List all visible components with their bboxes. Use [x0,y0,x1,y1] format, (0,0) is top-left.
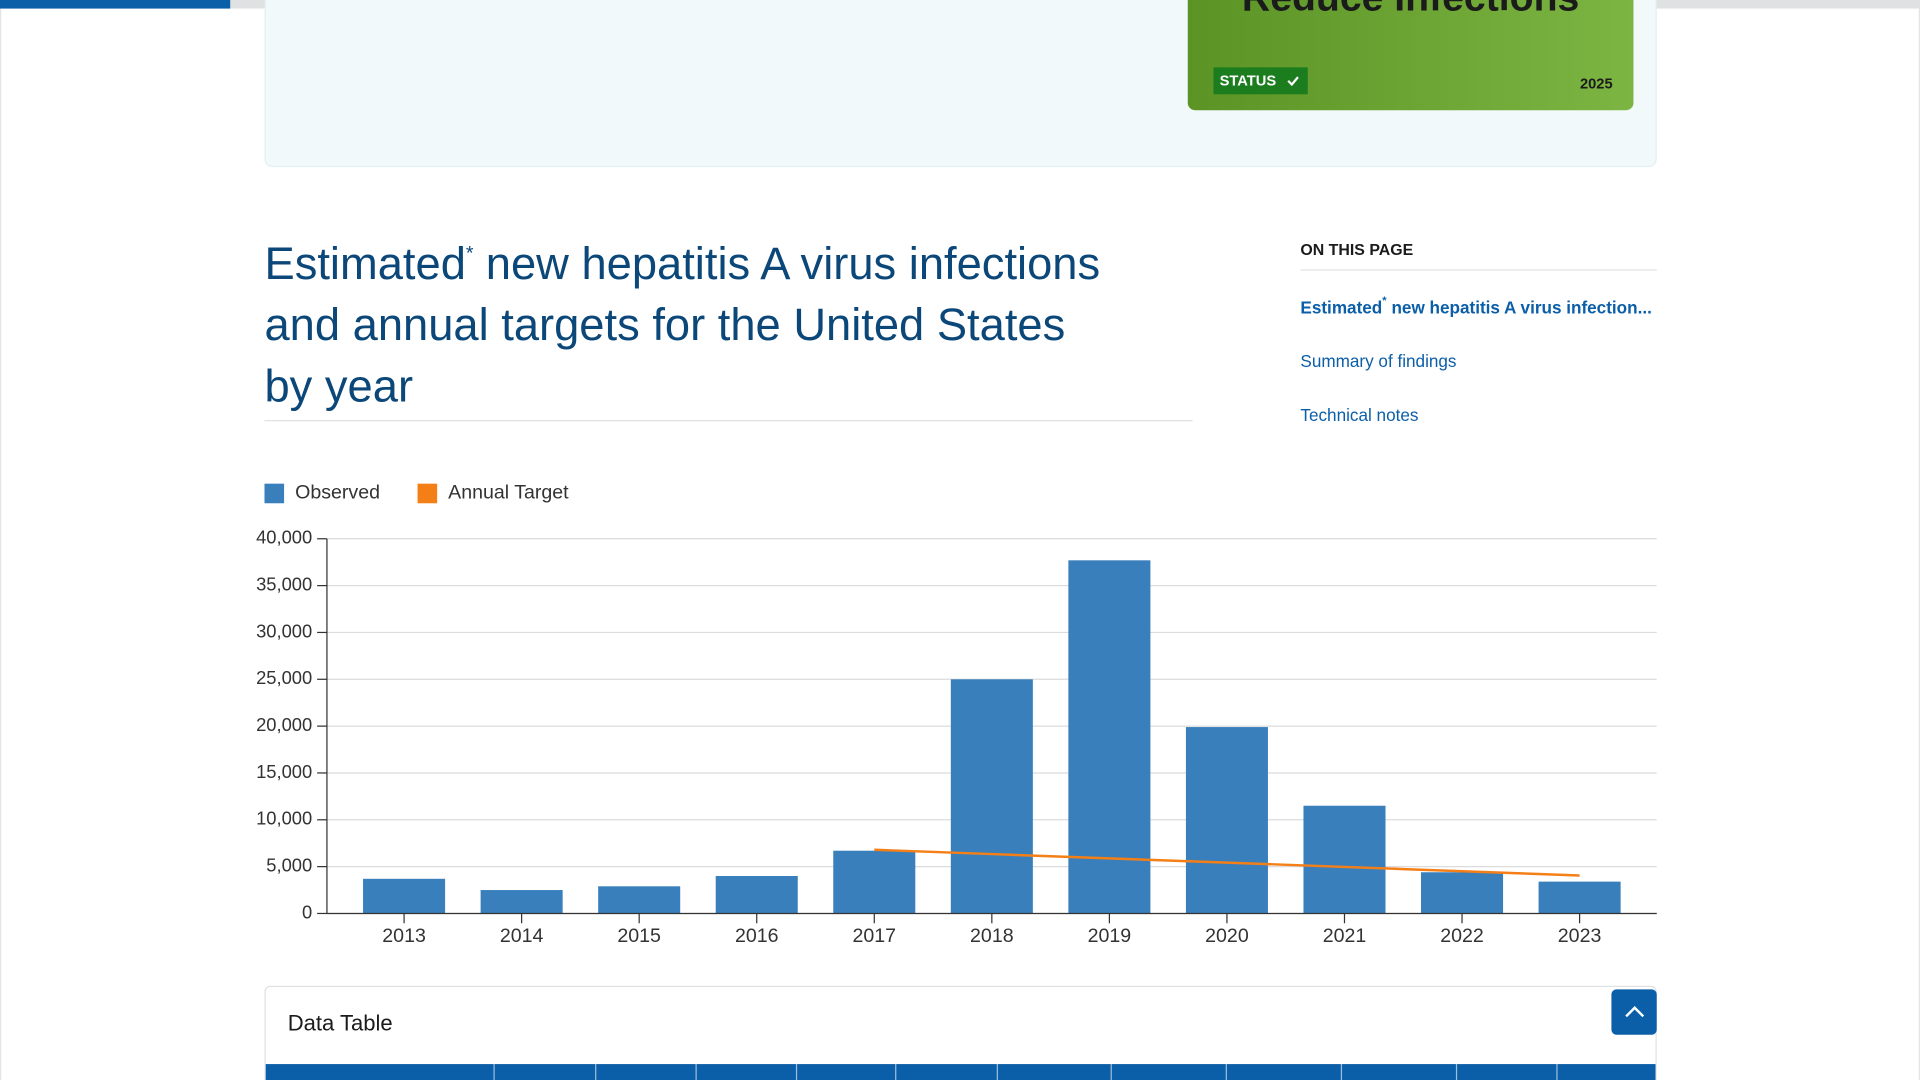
y-tick-label: 30,000 [256,620,312,641]
x-tick-label: 2023 [1558,925,1602,947]
bar [833,850,916,914]
x-tick-label: 2019 [1088,925,1132,947]
heading-lead: Estimated [264,238,465,289]
heading: Estimated* new hepatitis A virus infectio… [264,238,1100,289]
goal-year: 2025 [1580,76,1613,92]
goal-title: Reduce Infections [1242,0,1579,19]
x-tick-label: 2021 [1323,925,1367,947]
y-tick-label: 25,000 [256,667,312,688]
x-tick-label: 2016 [735,925,779,947]
check-icon [1287,76,1299,87]
y-tick-label: 10,000 [256,808,312,829]
heading-marker: * [466,243,474,265]
table-header [265,1064,1656,1080]
data-table-title[interactable]: Data Table [288,1011,393,1036]
status-badge [1213,67,1308,95]
table-column-dividers [493,1064,1558,1080]
legend-swatch [264,483,285,504]
x-tick-label: 2015 [617,925,661,947]
back-to-top[interactable] [1611,989,1657,1035]
y-tick-label: 5,000 [266,854,312,875]
y-tick-label: 35,000 [256,573,312,594]
bar [363,878,446,914]
y-tick-label: 15,000 [256,761,312,782]
y-tick-label: 0 [302,901,312,922]
legend-swatch [417,483,438,504]
target-line [874,848,1580,877]
bar [598,886,681,914]
toc-link-marker[interactable]: * [1382,295,1387,307]
toc-link[interactable]: Technical notes [1300,405,1418,425]
legend-label: Observed [295,482,380,504]
heading-line: by year [264,360,413,411]
bar [950,679,1033,914]
bar [1538,881,1621,914]
toc-link-lead[interactable]: Estimated [1300,297,1382,317]
toc-link[interactable]: Estimated* new hepatitis A virus infectio… [1300,295,1651,317]
y-tick-label: 20,000 [256,714,312,735]
data-table-panel [264,985,1657,1080]
bar [1421,872,1504,914]
heading-line: new hepatitis A virus infections [486,238,1100,289]
x-tick-label: 2018 [970,925,1014,947]
heading-line: and annual targets for the United States [264,299,1065,350]
bar [715,876,798,914]
bar [480,890,563,914]
legend-label: Annual Target [448,482,569,504]
bar [1068,560,1151,914]
x-tick-label: 2022 [1440,925,1484,947]
toc-link[interactable]: Summary of findings [1300,351,1456,371]
x-tick-label: 2017 [853,925,897,947]
x-tick-label: 2014 [500,925,544,947]
chart: Observed Annual Target 0 5,000 10,000 15,000 2… [256,482,1657,947]
toc-title: ON THIS PAGE [1300,242,1413,259]
progress-bar [0,0,231,9]
back-to-top-icon[interactable] [1625,1006,1645,1018]
status-label: STATUS [1220,73,1277,89]
bar [1303,805,1386,914]
bar [1185,727,1268,914]
x-tick-label: 2020 [1205,925,1249,947]
toc-link-rest[interactable]: new hepatitis A virus infection... [1391,297,1651,317]
y-tick-label: 40,000 [256,527,312,548]
x-tick-label: 2013 [382,925,426,947]
